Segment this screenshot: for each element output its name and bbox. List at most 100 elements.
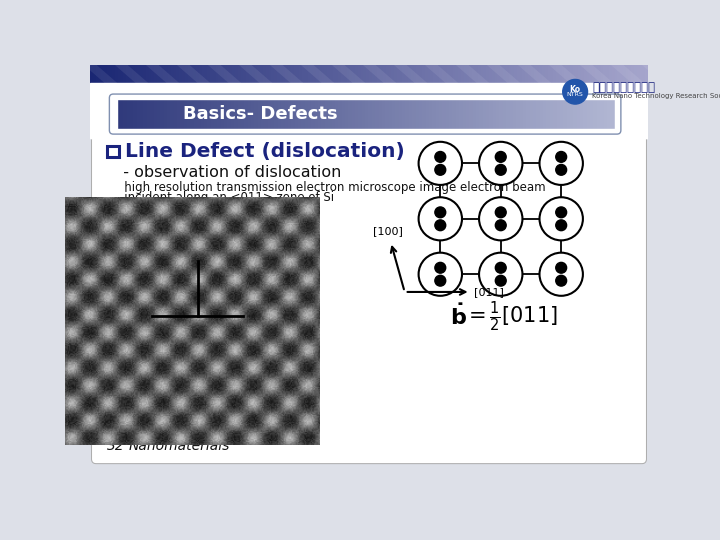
Bar <box>453 65 456 119</box>
Bar <box>349 65 353 119</box>
Bar <box>308 98 312 130</box>
Bar <box>447 65 451 119</box>
Bar <box>244 98 248 130</box>
Bar <box>230 65 233 119</box>
Bar <box>261 98 265 130</box>
Bar <box>193 65 197 119</box>
Bar <box>174 98 178 130</box>
Bar <box>313 65 317 119</box>
Bar <box>278 98 282 130</box>
Bar <box>533 98 537 130</box>
Circle shape <box>435 262 446 273</box>
Bar <box>221 98 225 130</box>
Bar <box>486 65 490 119</box>
Bar <box>620 65 624 119</box>
Bar <box>392 65 395 119</box>
Bar <box>369 98 373 130</box>
Bar <box>90 129 648 138</box>
Bar <box>469 98 473 130</box>
Bar <box>249 65 253 119</box>
Bar <box>284 98 289 130</box>
Bar <box>508 65 512 119</box>
Bar <box>475 65 479 119</box>
Bar <box>436 98 440 130</box>
Circle shape <box>495 152 506 163</box>
Bar <box>597 98 601 130</box>
Bar <box>567 65 571 119</box>
Bar <box>580 98 584 130</box>
Bar <box>305 98 309 130</box>
Bar <box>338 98 343 130</box>
Bar <box>382 98 386 130</box>
Bar <box>503 98 507 130</box>
Bar <box>196 65 199 119</box>
Bar <box>426 98 430 130</box>
Bar <box>395 98 400 130</box>
Bar <box>101 65 104 119</box>
Bar <box>405 65 409 119</box>
Bar <box>355 98 359 130</box>
Bar <box>277 65 281 119</box>
Bar <box>117 98 121 130</box>
Bar <box>235 65 238 119</box>
Bar <box>246 65 250 119</box>
Bar <box>623 65 626 119</box>
Bar <box>433 65 437 119</box>
Bar <box>258 98 262 130</box>
Bar <box>506 98 510 130</box>
Text: Korea Nano Technology Research Society: Korea Nano Technology Research Society <box>593 92 720 99</box>
Bar <box>528 65 531 119</box>
Bar <box>171 65 174 119</box>
Bar <box>162 389 240 406</box>
Bar <box>386 65 390 119</box>
Bar <box>553 65 557 119</box>
Bar <box>266 65 269 119</box>
Bar <box>177 98 181 130</box>
Circle shape <box>539 253 583 296</box>
Bar <box>513 98 517 130</box>
Bar <box>151 65 155 119</box>
Bar <box>639 65 643 119</box>
Bar <box>397 65 400 119</box>
Bar <box>394 65 397 119</box>
Bar <box>285 65 289 119</box>
Bar <box>450 65 454 119</box>
Bar <box>375 98 379 130</box>
Bar <box>547 65 551 119</box>
Bar <box>536 65 540 119</box>
Bar <box>280 65 283 119</box>
Bar <box>327 65 330 119</box>
Bar <box>575 65 579 119</box>
Bar <box>459 65 462 119</box>
Bar <box>310 65 314 119</box>
Bar <box>603 65 607 119</box>
Bar <box>127 98 131 130</box>
Bar <box>204 65 208 119</box>
Text: (a): (a) <box>145 397 161 407</box>
Bar <box>634 65 638 119</box>
Bar <box>197 98 202 130</box>
Bar <box>383 65 387 119</box>
Text: 20Å: 20Å <box>190 393 212 402</box>
Bar <box>562 65 565 119</box>
Bar <box>126 65 130 119</box>
Bar <box>578 65 582 119</box>
Bar <box>182 65 186 119</box>
Bar <box>645 65 649 119</box>
Bar <box>294 65 297 119</box>
Bar <box>93 65 96 119</box>
Bar <box>109 65 113 119</box>
Bar <box>311 98 315 130</box>
Bar <box>324 65 328 119</box>
Bar <box>298 98 302 130</box>
Bar <box>148 65 152 119</box>
Circle shape <box>479 197 523 240</box>
Bar <box>187 98 192 130</box>
Bar <box>399 98 403 130</box>
Bar <box>500 98 503 130</box>
Bar <box>439 98 443 130</box>
Circle shape <box>539 142 583 185</box>
Bar <box>163 65 166 119</box>
Bar <box>557 98 561 130</box>
Bar <box>157 65 161 119</box>
